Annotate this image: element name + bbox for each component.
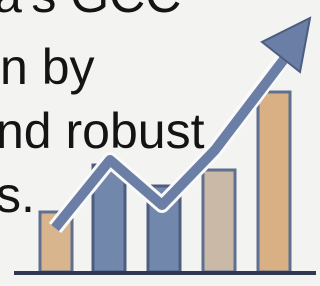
text-line: a's GCC [0, 0, 181, 23]
illustration: a's GCC n by nd robust s. [0, 0, 320, 286]
text-line: n by [0, 39, 95, 95]
icon-bar [203, 170, 235, 272]
text-line: s. [0, 167, 35, 223]
text-line: nd robust [0, 103, 205, 159]
icon-bar [258, 92, 290, 272]
